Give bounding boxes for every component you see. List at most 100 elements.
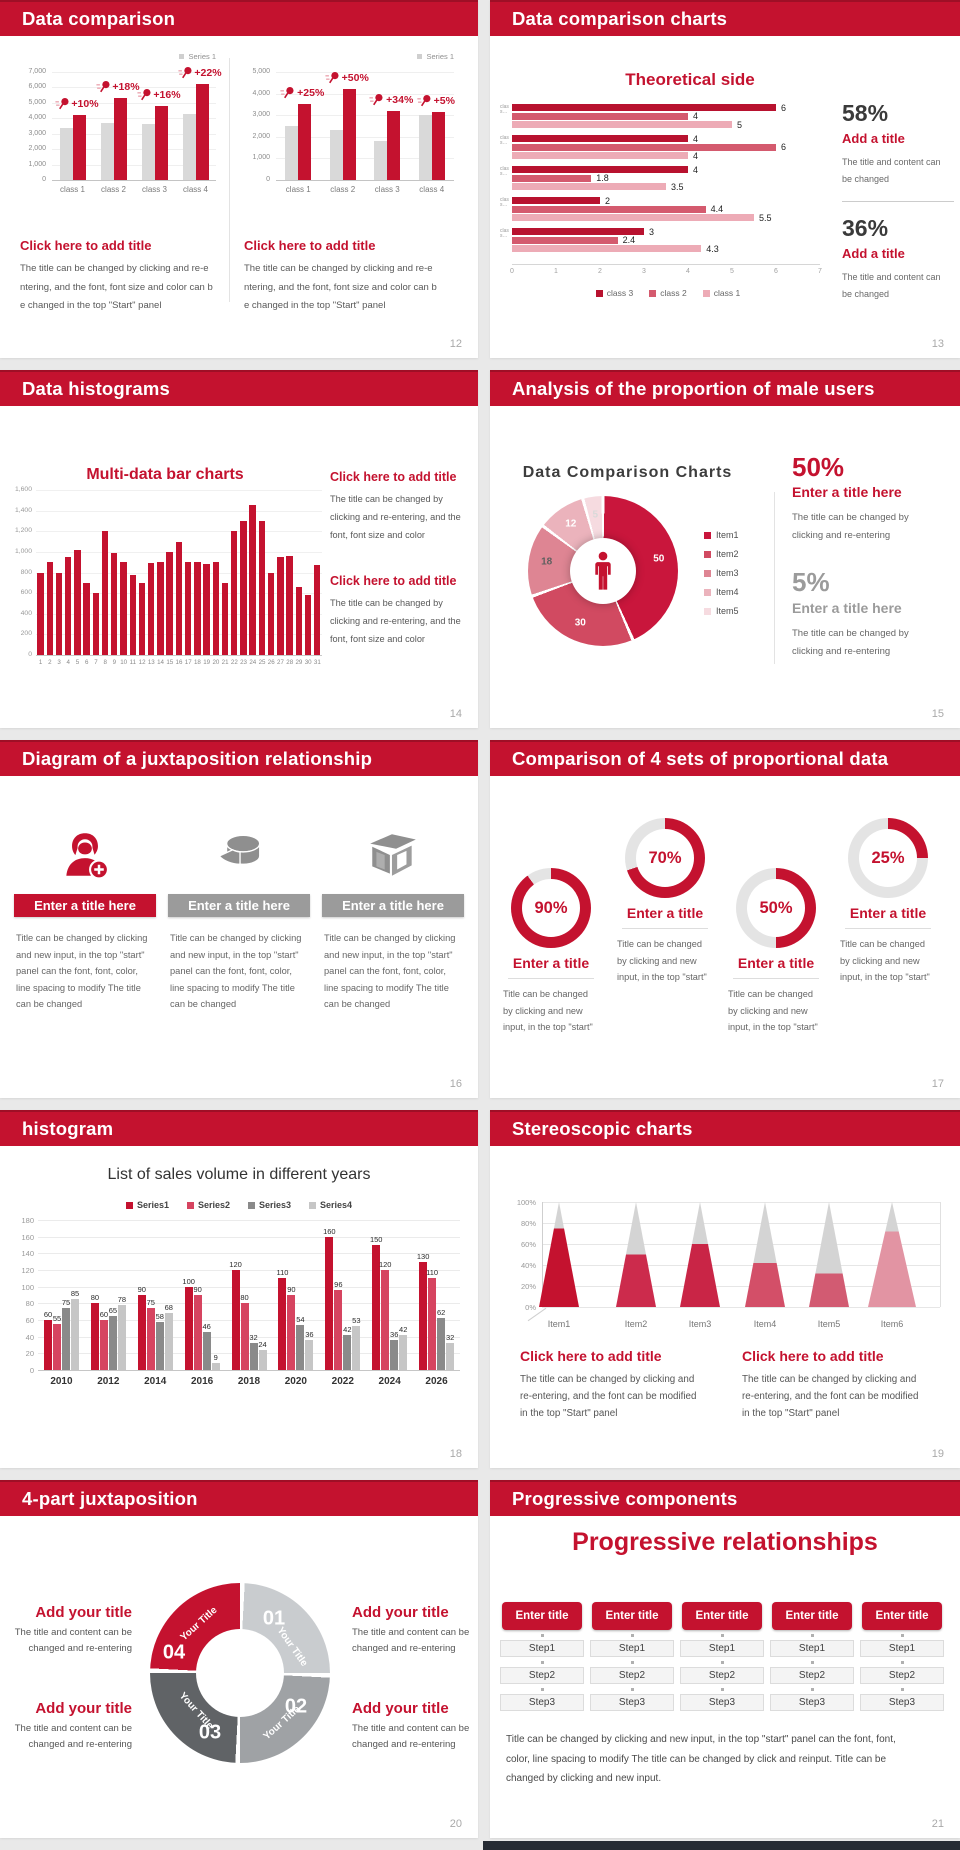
histogram-bar xyxy=(111,552,118,655)
y-axis-tick-label: 140 xyxy=(21,1249,34,1259)
y-axis-tick-label: 40% xyxy=(520,1261,536,1270)
stat-body: The title can be changed by clicking and… xyxy=(792,512,909,542)
x-axis-tick-label: 30 xyxy=(304,659,312,666)
gridline xyxy=(542,1244,940,1245)
bar-value-label: 6 xyxy=(781,142,787,152)
x-axis-tick-label: 9 xyxy=(112,659,117,666)
legend-swatch xyxy=(417,54,423,59)
enter-title-button: Enter title xyxy=(592,1602,672,1630)
ring-hole: 25% xyxy=(859,829,917,887)
x-axis-category-label: 2016 xyxy=(190,1376,214,1387)
x-axis-category-label: 2018 xyxy=(237,1376,261,1387)
step-separator-dot xyxy=(541,1634,544,1637)
y-axis-tick-label: 2,000 xyxy=(28,145,46,153)
body-paragraph: Title can be changed by clicking and new… xyxy=(506,1734,896,1784)
ring-percent-label: 25% xyxy=(871,848,905,867)
bar-value-label: 32 xyxy=(445,1333,455,1343)
gridline xyxy=(276,93,454,95)
y-axis-tick-label: 0% xyxy=(525,1303,536,1312)
column-title-bar: Enter a title here xyxy=(168,894,310,917)
cone xyxy=(680,1202,720,1307)
step-separator-dot xyxy=(811,1634,814,1637)
ring-body: Title can be changed by clicking and new… xyxy=(503,989,593,1033)
segment-number: 02 xyxy=(284,1695,308,1718)
x-axis-category-label: Item3 xyxy=(688,1319,712,1329)
bar xyxy=(419,1261,428,1370)
x-axis-category-label: Item5 xyxy=(817,1319,841,1329)
y-axis-tick-label: 1,400 xyxy=(14,506,32,514)
h-bar xyxy=(512,121,732,128)
x-axis-tick-label: 21 xyxy=(221,659,229,666)
slide-data-histograms[interactable]: Data histograms Multi-data bar charts 1,… xyxy=(0,370,478,728)
legend-swatch xyxy=(704,588,711,596)
legend-swatch xyxy=(704,569,711,577)
growth-label: +10% xyxy=(54,97,99,111)
growth-label: +25% xyxy=(280,86,324,100)
stat-percent: 5% xyxy=(792,567,830,598)
step-separator-dot xyxy=(541,1661,544,1664)
divider xyxy=(774,492,775,664)
slide-stereoscopic-charts[interactable]: Stereoscopic charts 100% 80% 60% 40% 20% 0% It… xyxy=(490,1110,960,1468)
x-axis-line xyxy=(512,264,820,265)
block-body: The title can be changed by clicking and… xyxy=(520,1374,697,1420)
x-axis-tick-label: 8 xyxy=(103,659,107,666)
bar-value-label: 5.5 xyxy=(759,212,772,223)
gridline xyxy=(38,1303,460,1305)
bar-value-label: 58 xyxy=(155,1311,164,1321)
bar-value-label: 9 xyxy=(213,1352,218,1362)
slide-progressive-components[interactable]: Progressive components Progressive relat… xyxy=(490,1480,960,1838)
h-bar xyxy=(512,228,644,235)
slide-male-users-proportion[interactable]: Analysis of the proportion of male users… xyxy=(490,370,960,728)
bar-series-1 xyxy=(154,105,168,180)
growth-label: +50% xyxy=(325,71,369,85)
step-box: Step2 xyxy=(860,1667,944,1684)
y-axis-tick-label: 0 xyxy=(266,176,270,183)
legend-swatch xyxy=(309,1201,317,1209)
histogram-bar xyxy=(295,586,302,655)
ring-hole: 70% xyxy=(636,829,694,887)
pushpin-icon xyxy=(54,98,69,110)
histogram-bar xyxy=(231,531,238,655)
ring-body: Title can be changed by clicking and new… xyxy=(840,939,930,983)
page-number: 14 xyxy=(449,708,462,720)
pushpin-icon xyxy=(325,72,339,84)
gridline xyxy=(542,1265,940,1266)
stats-panel: 50% Enter a title here The title can be … xyxy=(792,453,950,661)
divider xyxy=(842,201,954,203)
x-axis-tick-label: 5 xyxy=(75,659,80,666)
histogram-bar xyxy=(314,565,321,655)
slide-title: Comparison of 4 sets of proportional dat… xyxy=(512,748,889,769)
slide-histogram[interactable]: histogram List of sales volume in differ… xyxy=(0,1110,478,1468)
legend-swatch xyxy=(704,550,711,558)
gridline xyxy=(38,1270,460,1271)
slide-data-comparison[interactable]: Data comparison Series 1 7,000 6,000 5,000 4… xyxy=(0,0,478,358)
slide-proportional-data[interactable]: Comparison of 4 sets of proportional dat… xyxy=(490,740,960,1098)
slide-4-part-juxtaposition[interactable]: 4-part juxtaposition 01 Your Title 02 Your … xyxy=(0,1480,478,1838)
gridline xyxy=(36,531,322,533)
histogram-bar xyxy=(304,595,312,655)
slide-data-comparison-charts[interactable]: Data comparison charts Theoretical side … xyxy=(490,0,960,358)
column-icon-box xyxy=(322,824,464,886)
legend-swatch xyxy=(702,289,710,297)
ring-title: Enter a title xyxy=(849,905,927,921)
growth-label: +18% xyxy=(95,80,140,94)
bar-value-label: 96 xyxy=(334,1280,343,1289)
histogram-bar xyxy=(120,562,127,655)
bar xyxy=(155,1321,164,1370)
h-bar xyxy=(512,143,776,151)
divider xyxy=(622,928,708,929)
x-axis-category-label: Item4 xyxy=(753,1319,777,1329)
slide-juxtaposition-diagram[interactable]: Diagram of a juxtaposition relationship … xyxy=(0,740,478,1098)
histogram-bar xyxy=(157,562,164,655)
three-column-diagram: Enter a title here Title can be changed b… xyxy=(0,776,478,1076)
bar-series-base xyxy=(182,113,196,180)
donut-hole xyxy=(570,538,636,604)
bar xyxy=(381,1270,390,1370)
slide-title-bar: Stereoscopic charts xyxy=(490,1110,960,1146)
bar-series-base xyxy=(418,115,432,180)
ring-title: Enter a title xyxy=(626,905,704,921)
bar xyxy=(53,1324,61,1370)
legend-item: Series4 xyxy=(309,1200,352,1210)
block-heading: Click here to add title xyxy=(520,1348,662,1364)
diagram-column: Enter a title here Title can be changed b… xyxy=(322,776,464,1076)
